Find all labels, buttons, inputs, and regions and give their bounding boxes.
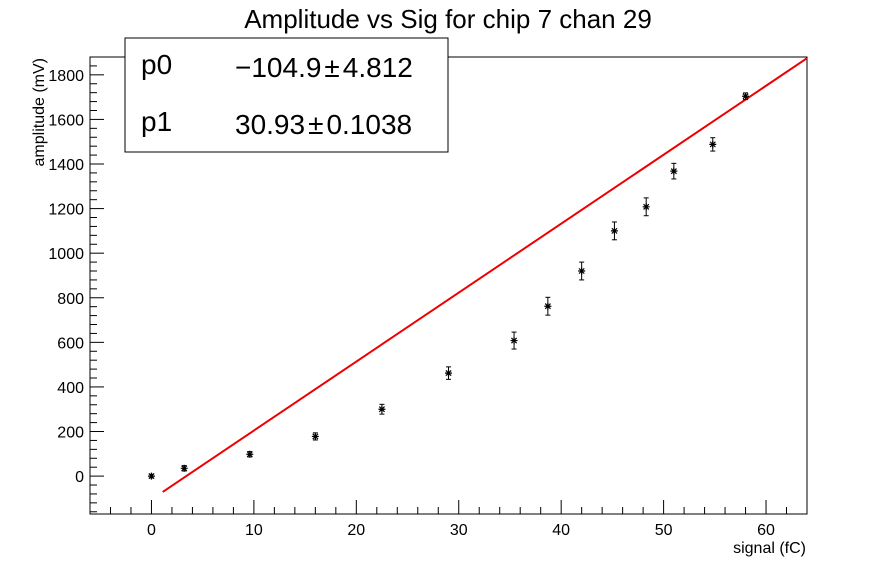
y-tick-label: 200 <box>57 425 84 442</box>
y-tick-label: 800 <box>57 291 84 308</box>
star-marker <box>378 405 386 413</box>
data-point <box>445 366 452 380</box>
star-marker <box>642 203 650 211</box>
y-tick-label: 400 <box>57 380 84 397</box>
data-point <box>311 432 319 441</box>
y-axis-tick-labels: 0 200 400 600 800 1000 1200 1400 1600 1800 <box>48 68 84 486</box>
x-tick-label: 10 <box>245 522 263 539</box>
star-marker <box>246 450 254 458</box>
data-point <box>510 331 518 350</box>
x-tick-label: 50 <box>655 522 673 539</box>
x-axis-ticks <box>89 500 808 514</box>
data-point <box>610 221 618 241</box>
y-axis-label: amplitude (mV) <box>31 58 48 166</box>
x-axis-tick-labels: 0 10 20 30 40 50 60 <box>147 522 775 539</box>
x-tick-label: 0 <box>147 522 156 539</box>
star-marker <box>670 167 678 175</box>
x-tick-label: 30 <box>450 522 468 539</box>
data-point <box>642 197 650 217</box>
star-marker <box>311 432 319 440</box>
data-point <box>180 464 188 472</box>
x-axis-label: signal (fC) <box>733 540 806 557</box>
y-tick-label: 1600 <box>48 112 84 129</box>
star-marker <box>610 227 618 235</box>
chart-title: Amplitude vs Sig for chip 7 chan 29 <box>244 4 652 34</box>
star-marker <box>742 92 750 100</box>
p1-label: p1 <box>141 106 172 137</box>
p0-label: p0 <box>141 49 172 80</box>
y-tick-label: 1000 <box>48 246 84 263</box>
data-point <box>742 92 750 101</box>
x-tick-label: 20 <box>347 522 365 539</box>
star-marker <box>544 302 552 310</box>
data-point <box>378 403 386 415</box>
y-tick-label: 1800 <box>48 68 84 85</box>
p0-value: −104.9 ±4.812 <box>235 52 413 83</box>
data-points <box>147 92 750 480</box>
star-marker <box>709 140 717 148</box>
star-marker <box>445 369 452 377</box>
stats-box-frame <box>124 37 449 153</box>
y-tick-label: 1400 <box>48 157 84 174</box>
star-marker <box>147 472 155 480</box>
star-marker <box>180 464 188 472</box>
data-point <box>670 162 678 180</box>
fit-line <box>162 57 808 493</box>
y-tick-label: 1200 <box>48 202 84 219</box>
data-point <box>147 472 155 480</box>
y-axis-ticks <box>90 56 104 513</box>
data-point <box>544 296 552 316</box>
data-point <box>709 137 717 152</box>
data-point <box>246 450 254 458</box>
fit-stats-box: p0 −104.9 ±4.812 p1 30.93 ±0.1038 <box>124 37 449 153</box>
data-point <box>578 261 586 281</box>
p1-value: 30.93 ±0.1038 <box>235 109 412 140</box>
x-tick-label: 60 <box>757 522 775 539</box>
x-tick-label: 40 <box>552 522 570 539</box>
star-marker <box>510 337 518 345</box>
y-tick-label: 600 <box>57 335 84 352</box>
star-marker <box>578 267 586 275</box>
y-tick-label: 0 <box>75 469 84 486</box>
